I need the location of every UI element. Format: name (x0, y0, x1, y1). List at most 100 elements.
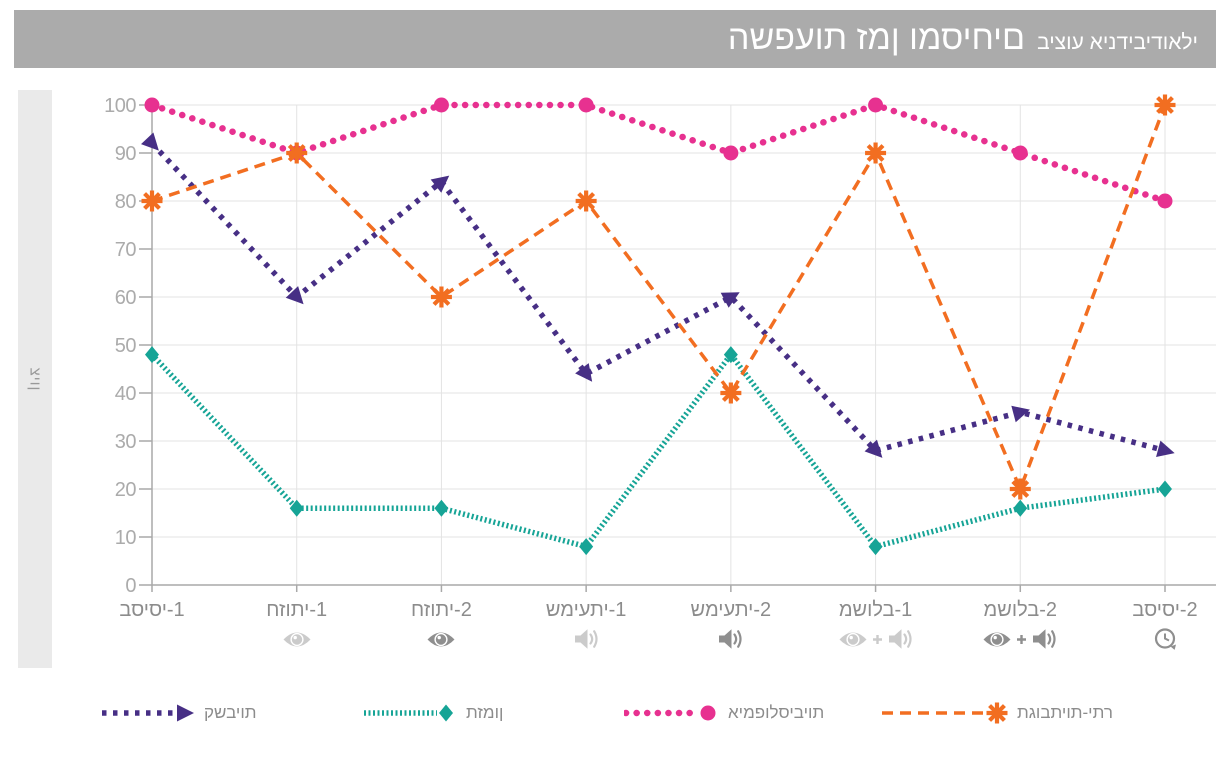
x-category-label: חזותי-2 (411, 599, 472, 621)
svg-text:90: 90 (115, 143, 137, 165)
series-marker (720, 382, 742, 404)
x-category-label: משולב-1 (838, 599, 913, 621)
legend-item[interactable]: קשביות (100, 700, 257, 726)
speaker-light-icon (514, 625, 658, 653)
y-tick-labels: 0 10 20 30 40 50 60 70 80 90 100 (104, 95, 137, 597)
series-marker (1012, 145, 1028, 161)
series-marker (286, 142, 308, 164)
series-marker (578, 97, 594, 113)
axes (139, 100, 1216, 592)
x-category: משולב-2 (948, 598, 1092, 653)
legend-item[interactable]: תגובתיות-יתר (880, 700, 1113, 726)
series-marker (1011, 405, 1030, 423)
eye-icon (983, 632, 1011, 646)
svg-text:60: 60 (115, 287, 137, 309)
svg-text:80: 80 (115, 191, 137, 213)
legend-label: אימפולסיביות (728, 703, 825, 722)
x-category: שמיעתי-1 (514, 598, 658, 653)
series-line (141, 94, 1176, 500)
x-category-label: חזותי-1 (266, 599, 328, 621)
series-marker (575, 190, 597, 212)
svg-text:20: 20 (115, 479, 137, 501)
speaker-icon (888, 629, 912, 649)
y-axis-title-band: ציון (18, 90, 52, 668)
series-marker (434, 499, 449, 517)
chart-title-bar: השפעות זמן ומסיחים ביצוע אינדיבידואלי (14, 10, 1216, 68)
series-line (145, 346, 1172, 556)
series-marker (700, 705, 716, 721)
eye-icon (283, 632, 311, 646)
legend-line-sample (102, 704, 194, 722)
series-marker (868, 97, 884, 113)
series-marker (439, 704, 453, 722)
series-marker (1157, 193, 1173, 209)
gridlines (152, 104, 1216, 585)
speaker-icon (574, 629, 598, 649)
svg-text:30: 30 (115, 431, 137, 453)
series-marker (1156, 440, 1175, 458)
x-category: בסיסי-2 (1093, 598, 1230, 653)
series-marker (177, 704, 194, 722)
clock-icon (1154, 627, 1176, 650)
svg-text:100: 100 (104, 95, 136, 117)
x-category-label: בסיסי-2 (1132, 599, 1198, 621)
series-marker (285, 286, 304, 305)
speaker-icon (719, 629, 742, 649)
legend-label: קשביות (204, 703, 257, 722)
series-marker (864, 439, 883, 458)
series-marker (141, 190, 163, 212)
chart-subtitle: ביצוע אינדיבידואלי (1037, 31, 1198, 54)
series-marker (433, 97, 449, 113)
series-marker (1158, 480, 1172, 498)
x-category-label: שמיעתי-2 (690, 599, 772, 621)
x-category: שמיעתי-2 (659, 598, 803, 653)
series-marker (986, 702, 1008, 724)
clock-icon (1093, 625, 1230, 653)
svg-text:0: 0 (125, 575, 136, 597)
legend-item[interactable]: אימפולסיביות (624, 700, 824, 726)
legend-line-sample (624, 705, 716, 721)
plus-icon (872, 634, 882, 644)
svg-text:10: 10 (115, 527, 137, 549)
x-category: משולב-1 (804, 598, 948, 653)
eye-light-icon (225, 625, 369, 653)
eye-plus-speaker-light-icon (804, 625, 948, 653)
x-category: בסיסי-1 (80, 598, 224, 653)
series-marker (430, 175, 450, 193)
series-marker (1009, 478, 1031, 500)
series-line (141, 132, 1175, 458)
chart-title: השפעות זמן ומסיחים (727, 19, 1026, 57)
legend-label: תגובתיות-יתר (1017, 703, 1113, 722)
eye-dark-icon (369, 625, 513, 653)
speaker-dark-icon (659, 625, 803, 653)
series-marker (144, 97, 160, 113)
none-icon (80, 625, 224, 653)
svg-text:40: 40 (115, 383, 137, 405)
series-marker (1154, 94, 1176, 116)
eye-plus-speaker-dark-icon (948, 625, 1092, 653)
plus-icon (1017, 634, 1027, 644)
series-marker (145, 346, 159, 364)
legend-item[interactable]: תזמון (362, 700, 503, 726)
x-category-label: משולב-2 (983, 599, 1058, 621)
series-marker (430, 286, 452, 308)
svg-text:50: 50 (115, 335, 137, 357)
legend-line-sample (882, 702, 1008, 724)
series-marker (579, 538, 594, 556)
x-category: חזותי-1 (225, 598, 369, 653)
x-category: חזותי-2 (369, 598, 513, 653)
series-marker (575, 363, 593, 382)
eye-icon (839, 632, 867, 646)
series-marker (723, 346, 738, 364)
series-marker (865, 142, 887, 164)
legend-line-sample (364, 704, 453, 722)
series-marker (868, 538, 883, 556)
series-marker (720, 292, 740, 308)
eye-icon (427, 632, 455, 646)
svg-text:70: 70 (115, 239, 137, 261)
series-marker (289, 499, 304, 517)
x-category-label: שמיעתי-1 (545, 599, 627, 621)
series-marker (1013, 499, 1028, 517)
legend-label: תזמון (466, 703, 504, 722)
